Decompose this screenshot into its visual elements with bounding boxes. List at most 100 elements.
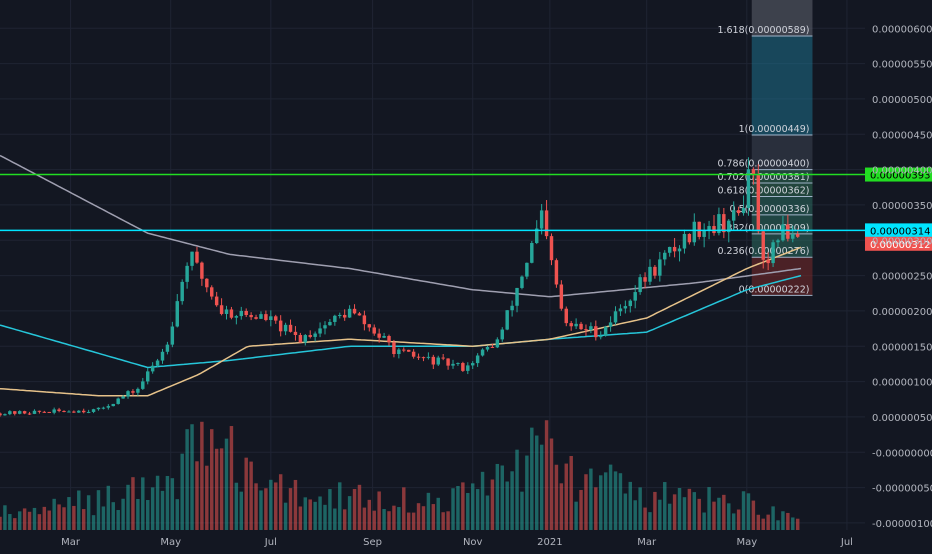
fib-level-label: 0.786(0.00000400) (717, 159, 809, 170)
volume-bar (584, 474, 588, 530)
candle-body (559, 284, 564, 309)
candle-body (67, 411, 71, 413)
x-tick-label: May (160, 537, 181, 548)
volume-bar (702, 512, 706, 530)
volume-bar (121, 498, 125, 530)
fib-zone (751, 36, 813, 135)
volume-bar (382, 509, 386, 530)
price-tag (865, 223, 932, 238)
candle-body (283, 324, 288, 332)
candle-body (3, 414, 7, 416)
volume-bar (436, 497, 440, 530)
candle-body (761, 231, 765, 260)
y-tick-label: 0.00000550 (872, 60, 932, 71)
candle-body (456, 363, 460, 365)
candle-body (254, 317, 258, 319)
volume-bar (190, 424, 194, 530)
volume-bar (342, 509, 347, 530)
volume-bar (712, 501, 716, 530)
candle-body (111, 403, 115, 407)
candle-body (362, 315, 367, 325)
y-tick-label: 0.00000200 (872, 307, 932, 318)
volume-bar (791, 517, 795, 530)
y-tick-label: 0.00000500 (872, 95, 932, 106)
moving-average-line (0, 274, 802, 369)
candle-body (781, 224, 785, 241)
candle-body (170, 326, 175, 345)
candle-body (776, 240, 780, 243)
volume-bar (505, 481, 509, 530)
volume-bar (362, 507, 367, 530)
fibonacci-retracement[interactable]: 1.618(0.00000589) 1(0.00000449) 0.786(0.00… (717, 0, 813, 296)
candle-body (589, 326, 593, 330)
candle-body (736, 210, 741, 214)
volume-bar (416, 503, 421, 530)
volume-bar (77, 490, 81, 530)
volume-bar (485, 495, 490, 530)
volume-bar (771, 506, 775, 530)
candle-body (22, 411, 27, 414)
fib-level-label: 1.618(0.00000589) (717, 25, 809, 36)
volume-bar (32, 507, 37, 530)
volume-bar (599, 475, 603, 530)
x-tick-label: Jul (264, 537, 277, 548)
volume-bar (727, 503, 731, 530)
volume-bar (91, 515, 96, 530)
candle-body (638, 277, 642, 293)
volume-bar (160, 490, 165, 530)
volume-bar (323, 504, 327, 530)
candle-body (328, 321, 332, 326)
candle-body (136, 388, 140, 393)
candle-body (190, 251, 194, 266)
volume-bar (86, 495, 91, 530)
candle-body (382, 335, 386, 338)
candle-body (17, 411, 22, 414)
candle-body (47, 411, 51, 413)
volume-bar (57, 504, 61, 530)
candle-body (318, 328, 322, 334)
candle-body (431, 356, 436, 365)
candle-body (86, 411, 91, 413)
volume-bar (628, 481, 633, 530)
fib-zone (751, 257, 813, 296)
candle-body (195, 251, 199, 263)
fib-level-label: 0(0.00000222) (739, 284, 810, 295)
candle-body (731, 210, 736, 221)
volume-bar (318, 496, 322, 530)
candle-body (500, 329, 504, 340)
candle-body (510, 305, 514, 311)
volume-bar (145, 500, 150, 530)
candle-body (106, 406, 111, 408)
fib-zone (751, 183, 813, 197)
y-tick-label: -0.00000100 (872, 519, 932, 530)
volume-bar (406, 512, 411, 530)
candle-body (200, 262, 204, 279)
volume-bar (313, 501, 317, 530)
candle-body (387, 335, 391, 343)
candle-body (751, 169, 756, 176)
candle-body (224, 309, 229, 314)
volume-bar (372, 510, 376, 530)
fib-level-label: 0.618(0.00000362) (717, 185, 809, 196)
candle-body (525, 262, 529, 277)
volume-bar (431, 504, 436, 530)
candle-body (461, 363, 465, 371)
volume-bar (495, 463, 500, 530)
volume-bar (27, 511, 32, 530)
volume-bar (682, 497, 687, 530)
volume-bar (229, 426, 234, 530)
candle-body (214, 296, 219, 306)
candle-body (633, 292, 637, 301)
candle-body (569, 323, 573, 327)
fib-zone (751, 134, 813, 170)
candle-body (165, 344, 170, 352)
volume-bar (347, 496, 352, 530)
candles (0, 157, 800, 417)
candle-body (643, 277, 647, 282)
candle-body (786, 224, 790, 239)
horizontal-lines[interactable]: 0.00000393 0.00000314 0.00000312 (0, 167, 932, 251)
candle-body (628, 300, 633, 307)
volume-bar (214, 448, 219, 530)
